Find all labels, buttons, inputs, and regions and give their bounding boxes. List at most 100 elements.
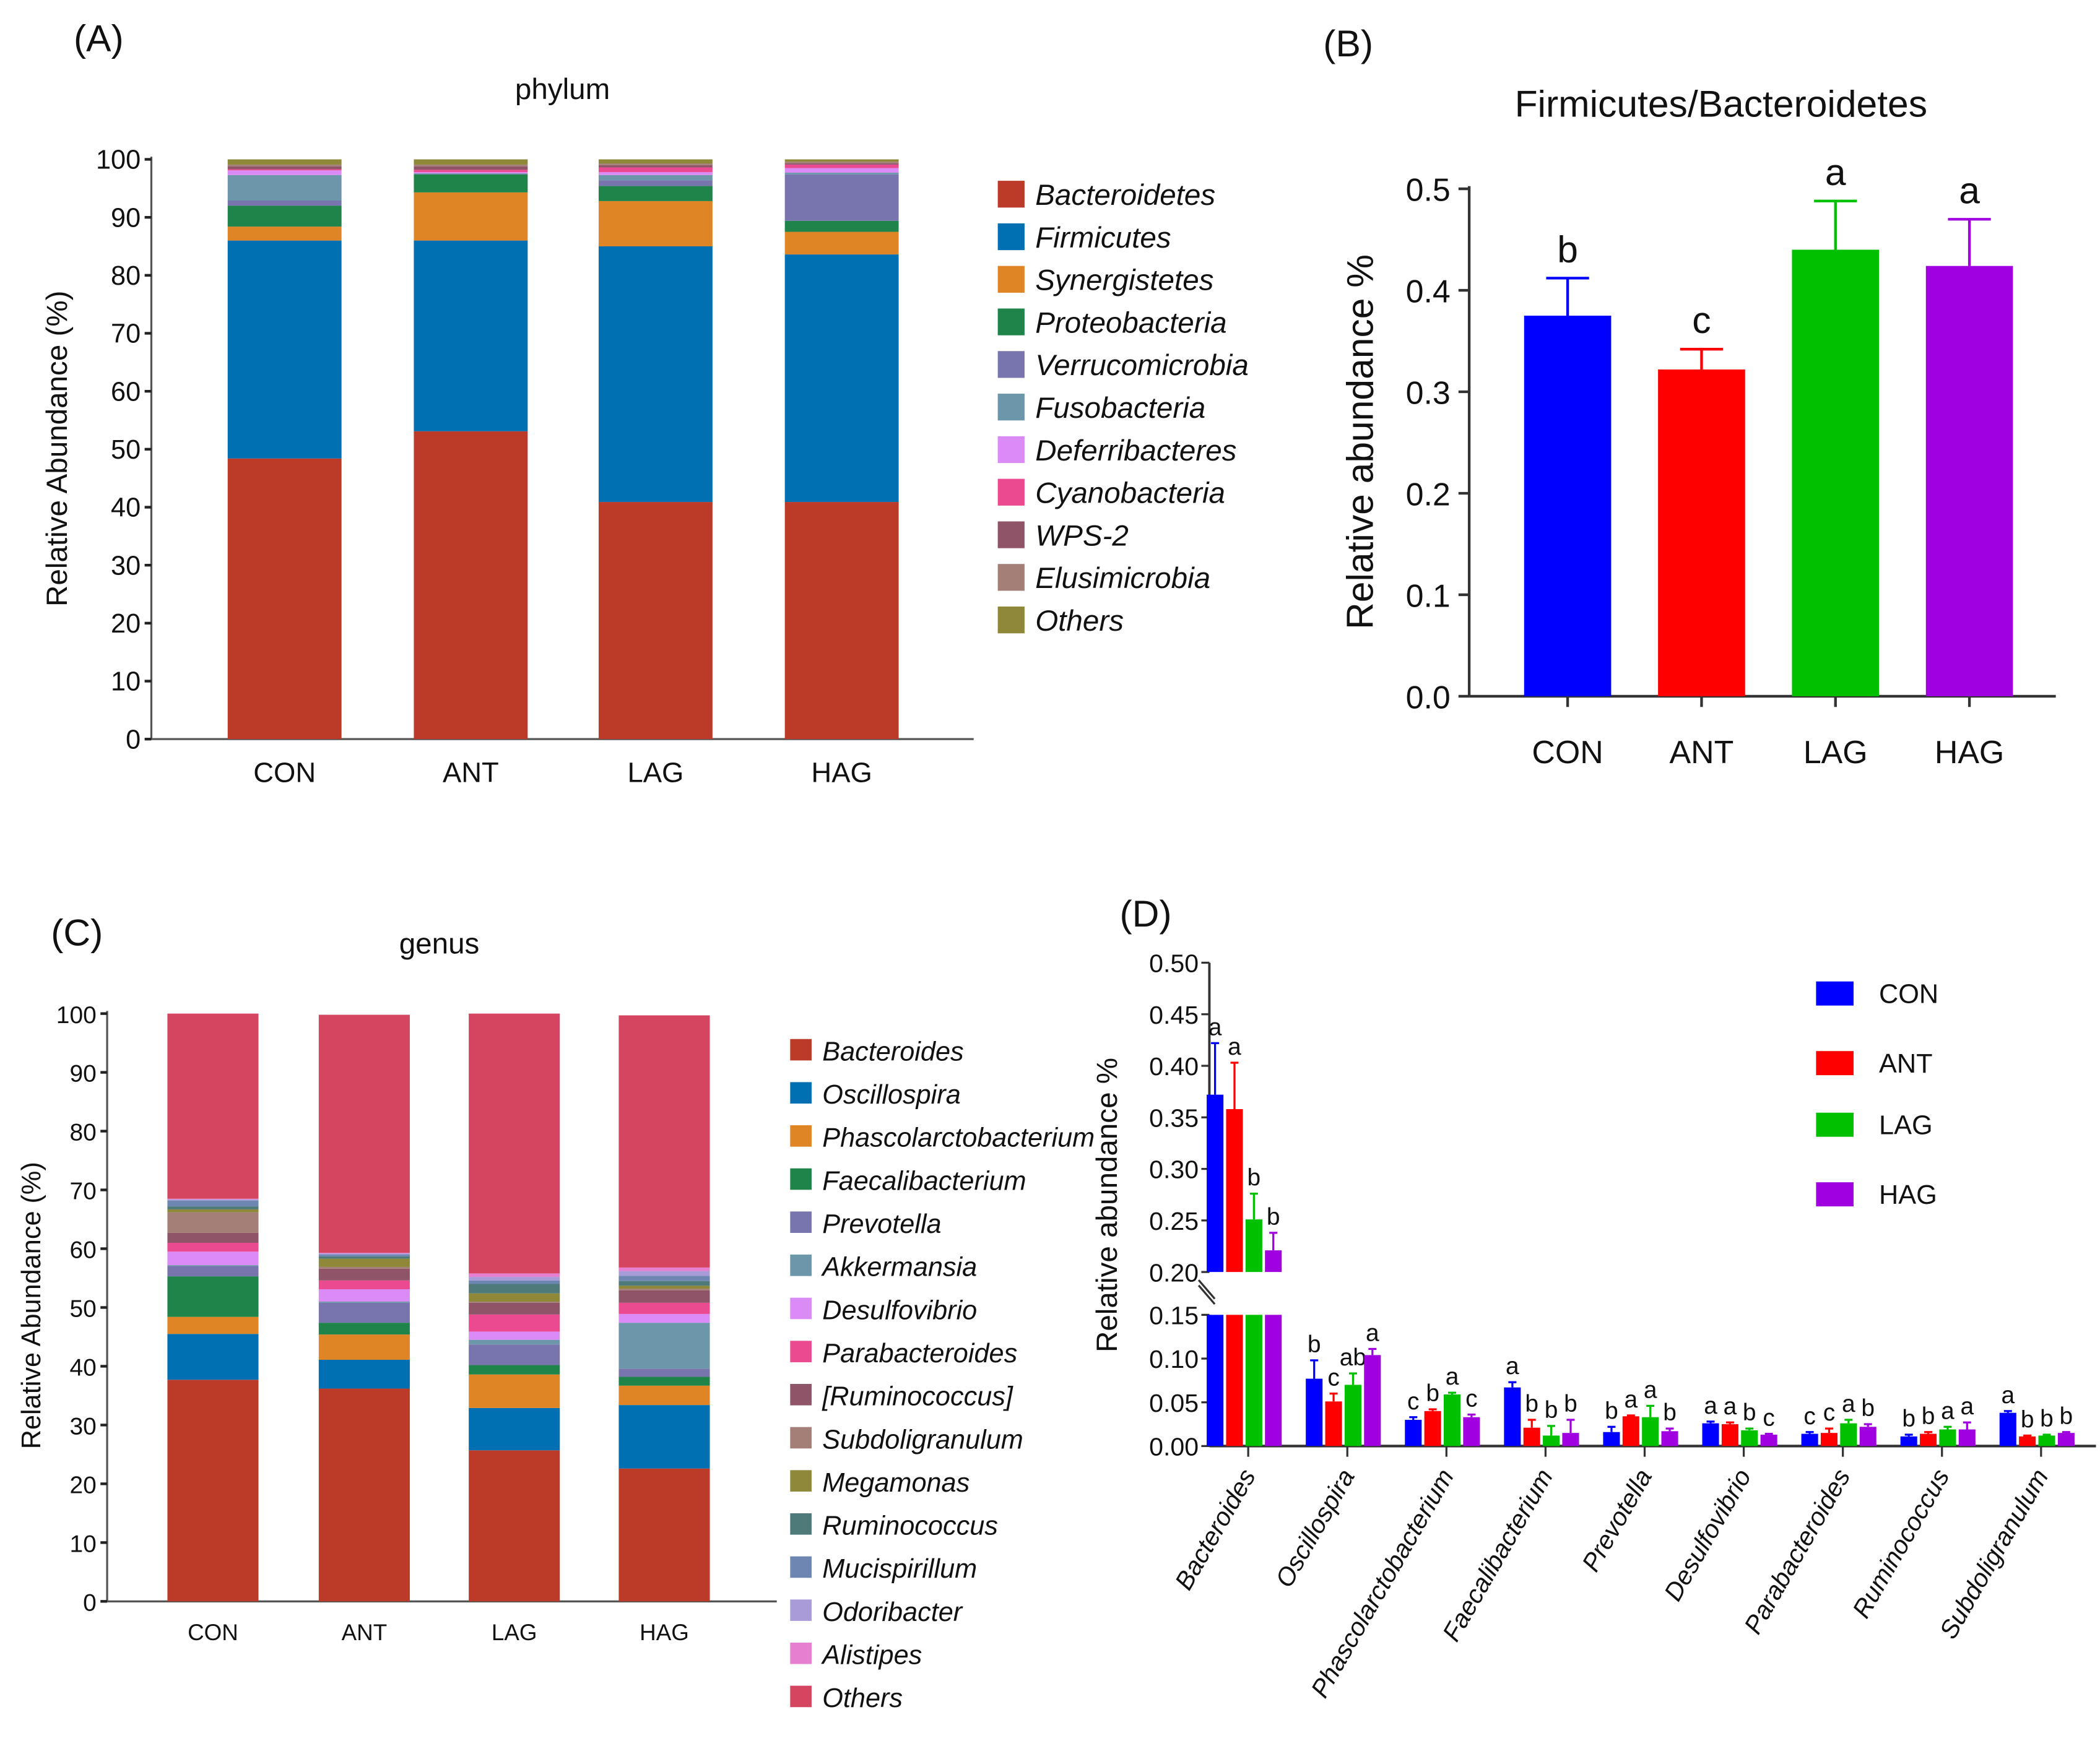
panel-c-bar-segment-ant-odoribacter [318, 1253, 410, 1255]
panel-a-bar-segment-hag-synergistetes [784, 231, 899, 255]
panel-d-bar-ant [1424, 1411, 1441, 1446]
panel-d-significance-letter: b [1426, 1380, 1439, 1407]
panel-c-legend-label: Faecalibacterium [822, 1166, 1026, 1196]
panel-a-legend-swatch [997, 394, 1025, 421]
panel-a-bar-segment-con-synergistetes [227, 227, 342, 241]
panel-c-bar-segment-hag-desulfovibrio [618, 1313, 710, 1323]
panel-c-bar-segment-con-odoribacter [167, 1199, 259, 1201]
panel-c-y-tick-label: 10 [69, 1531, 96, 1557]
panel-a-y-tick-label: 40 [111, 493, 141, 523]
panel-c-bar-segment-lag-ruminococcus [469, 1284, 560, 1294]
panel-a-bar-segment-hag-firmicutes [784, 254, 899, 503]
panel-a-bar-segment-con-others [227, 159, 342, 165]
panel-b-significance-letter: b [1557, 228, 1578, 270]
panel-c-y-tick-label: 50 [69, 1296, 96, 1323]
panel-d-x-tick-label: Faecalibacterium [1437, 1464, 1558, 1646]
panel-b-y-tick-label: 0.5 [1406, 173, 1451, 209]
panel-d-bar-ant [2019, 1436, 2036, 1446]
panel-c-legend-swatch [790, 1427, 812, 1449]
panel-d-y-tick-label: 0.15 [1149, 1302, 1199, 1330]
panel-c-legend-label: Megamonas [822, 1468, 970, 1498]
panel-c-bar-segment-lag-prevotella [469, 1344, 560, 1365]
panel-d-y-tick-label: 0.20 [1149, 1258, 1199, 1287]
panel-d-significance-letter: b [1267, 1204, 1280, 1230]
panel-d-significance-letter: c [1327, 1365, 1339, 1391]
panel-d-bar-con [1306, 1378, 1323, 1446]
panel-c-bar-segment-con-ruminococcus [167, 1206, 259, 1209]
panel-a-y-tick-label: 0 [126, 725, 141, 754]
panel-a-bar-segment-hag-wps-2 [784, 163, 899, 165]
panel-d-significance-letter: ab [1340, 1344, 1366, 1371]
panel-c-bar-segment-ant-prevotella [318, 1302, 410, 1323]
panel-c-legend-label: Oscillospira [822, 1080, 961, 1110]
panel-d-x-tick-label: Ruminococcus [1847, 1464, 1955, 1622]
panel-a-bar-segment-con-firmicutes [227, 240, 342, 459]
panel-c-bar-segment-lag-subdoligranulum [469, 1301, 560, 1303]
panel-c-bar-segment-lag-megamonas [469, 1293, 560, 1302]
panel-c-bar-segment-con-prevotella [167, 1266, 259, 1277]
panel-c-bar-segment-lag-phascolarctobacterium [469, 1374, 560, 1408]
panel-c-label: (C) [51, 911, 103, 953]
panel-a-y-tick-label: 90 [111, 203, 141, 233]
panel-d-y-tick-label: 0.45 [1149, 1001, 1199, 1029]
panel-c-legend-swatch [790, 1168, 812, 1190]
panel-c-legend-label: Odoribacter [822, 1597, 963, 1627]
panel-a-y-tick-label: 50 [111, 435, 141, 465]
panel-c-legend-swatch [790, 1685, 812, 1708]
panel-c-bar-segment-hag-prevotella [618, 1368, 710, 1377]
panel-a-ylabel: Relative Abundance (%) [41, 291, 74, 607]
panel-b-y-tick-label: 0.3 [1406, 375, 1451, 411]
panel-c-bar-segment-con-subdoligranulum [167, 1212, 259, 1233]
panel-b-significance-letter: a [1825, 151, 1846, 193]
panel-c-bar-segment-con-phascolarctobacterium [167, 1316, 259, 1334]
panel-c-bar-segment-ant-akkermansia [318, 1301, 410, 1303]
panel-d-y-tick-label: 0.00 [1149, 1433, 1199, 1461]
panel-c-legend-swatch [790, 1556, 812, 1578]
panel-d-significance-letter: c [1407, 1388, 1419, 1415]
panel-d-significance-letter: b [2040, 1406, 2054, 1432]
panel-a-legend-swatch [997, 436, 1025, 464]
panel-a-y-tick-label: 30 [111, 551, 141, 581]
panel-d-significance-letter: a [1644, 1376, 1657, 1403]
panel-c-bar-segment-hag-megamonas [618, 1286, 710, 1289]
panel-d-bar-ant [1820, 1433, 1838, 1446]
panel-b-x-tick-label: LAG [1803, 735, 1868, 771]
panel-d-y-tick-label: 0.50 [1149, 949, 1199, 978]
panel-a-bar-segment-ant-deferribacteres [414, 172, 528, 173]
panel-a-bar-segment-lag-bacteroidetes [598, 502, 713, 740]
panel-c-bar-segment-hag-faecalibacterium [618, 1376, 710, 1386]
panel-d-bar-con [1504, 1387, 1521, 1446]
panel-a-label: (A) [74, 17, 124, 59]
panel-b-y-tick-label: 0.0 [1406, 680, 1451, 715]
panel-a-bar-segment-con-fusobacteria [227, 175, 342, 201]
panel-c-bar-segment-lag-others [469, 1013, 560, 1274]
panel-a-legend-swatch [997, 266, 1025, 293]
panel-c-bar-segment-con-faecalibacterium [167, 1276, 259, 1317]
panel-a-bar-segment-lag-others [598, 159, 713, 164]
panel-a-x-tick-label: LAG [627, 756, 683, 788]
panel-d-x-tick-label: Oscillospira [1270, 1464, 1360, 1592]
panel-a-y-tick-label: 70 [111, 319, 141, 349]
panel-d-legend-swatch [1816, 1051, 1854, 1076]
panel-c-bar-segment-con-mucispirillum [167, 1200, 259, 1207]
panel-c-legend-label: Akkermansia [820, 1253, 977, 1282]
panel-b-bar-ant [1658, 369, 1745, 696]
panel-d-significance-letter: a [1704, 1393, 1717, 1419]
panel-c-legend-swatch [790, 1470, 812, 1492]
panel-b-x-tick-label: ANT [1670, 735, 1734, 771]
panel-c-y-tick-label: 40 [69, 1355, 96, 1381]
panel-b-label: (B) [1323, 22, 1373, 64]
panel-d-significance-letter: a [1941, 1398, 1955, 1424]
panel-a-bar-segment-hag-others [784, 159, 899, 162]
panel-a-y-tick-label: 10 [111, 667, 141, 697]
panel-b-y-tick-label: 0.1 [1406, 578, 1451, 614]
panel-c-y-tick-label: 30 [69, 1414, 96, 1440]
panel-c-bar-segment-hag-oscillospira [618, 1405, 710, 1469]
panel-c-bar-segment-con-oscillospira [167, 1334, 259, 1380]
panel-d-significance-letter: b [2021, 1406, 2034, 1433]
panel-c-legend-label: Mucispirillum [822, 1554, 977, 1584]
panel-c-bar-segment-con-akkermansia [167, 1265, 259, 1267]
panel-a-bar-segment-hag-cyanobacteria [784, 164, 899, 168]
panel-d-bar-ant [1920, 1433, 1937, 1446]
panel-c-bar-segment-con-parabacteroides [167, 1243, 259, 1252]
